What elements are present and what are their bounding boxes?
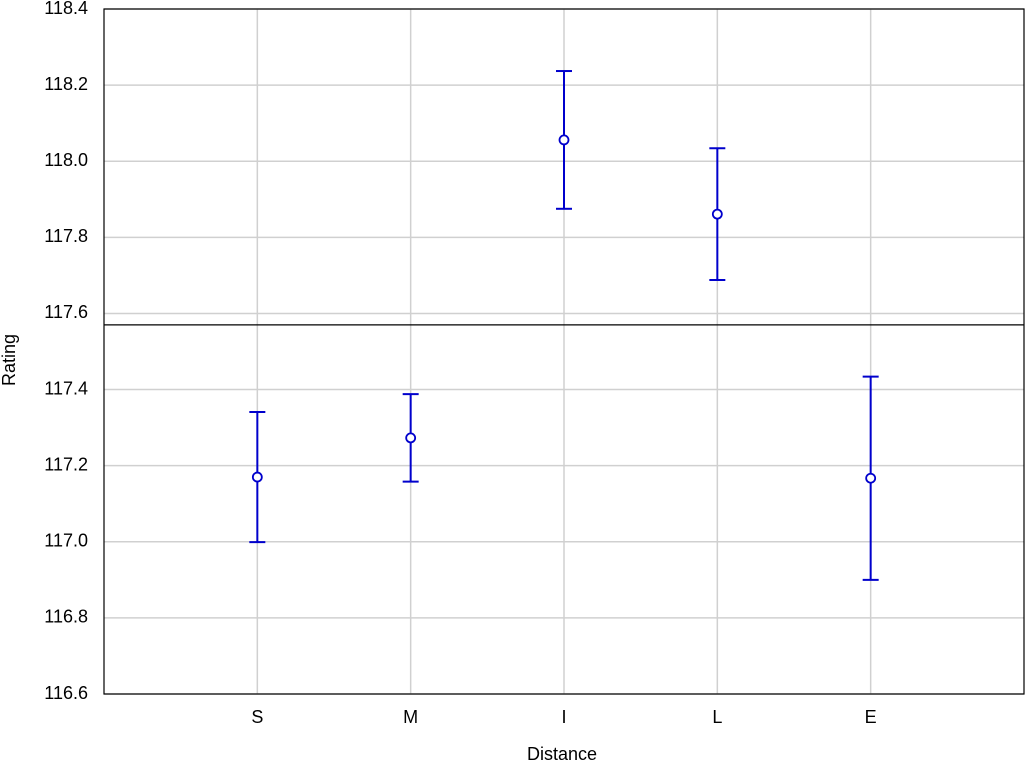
- y-tick-label: 117.4: [44, 378, 88, 398]
- point-marker: [865, 472, 877, 484]
- point-marker: [558, 134, 570, 146]
- y-tick-label: 118.2: [44, 74, 88, 94]
- x-tick-label: M: [403, 707, 418, 727]
- point-marker: [405, 432, 417, 444]
- point-marker: [711, 208, 723, 220]
- x-tick-label: L: [712, 707, 722, 727]
- y-tick-label: 118.0: [44, 150, 88, 170]
- x-tick-label: I: [561, 707, 566, 727]
- y-tick-label: 117.2: [44, 454, 88, 474]
- plot-frame: [103, 8, 1025, 695]
- y-tick-label: 116.6: [44, 683, 88, 703]
- y-tick-label: 117.6: [44, 302, 88, 322]
- x-tick-label: S: [251, 707, 263, 727]
- x-axis-label: Distance: [527, 744, 597, 763]
- x-tick-label: E: [865, 707, 877, 727]
- y-tick-label: 116.8: [44, 607, 88, 627]
- point-marker: [251, 471, 263, 483]
- y-axis-label: Rating: [0, 334, 19, 386]
- y-tick-label: 117.8: [44, 226, 88, 246]
- y-tick-label: 118.4: [44, 0, 88, 18]
- y-tick-label: 117.0: [44, 531, 88, 551]
